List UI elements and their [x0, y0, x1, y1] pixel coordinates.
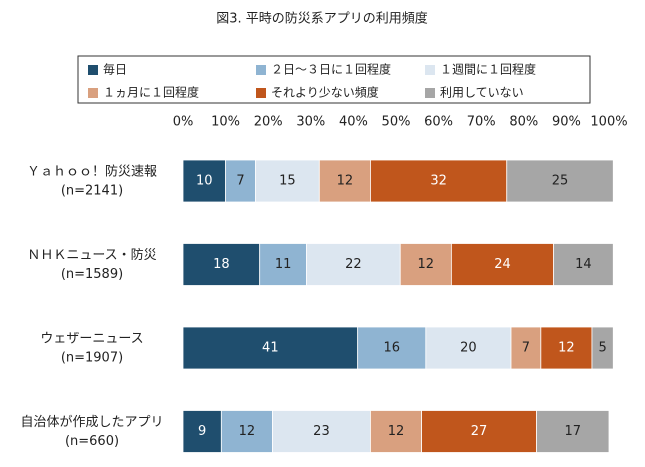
category-note: (n=1907)	[61, 351, 123, 366]
value-label: 23	[313, 424, 330, 439]
bar-segment	[306, 243, 401, 286]
legend-label: １週間に１回程度	[440, 62, 536, 77]
value-label: 12	[388, 424, 405, 439]
category-label: ウェザーニュース	[40, 332, 143, 347]
legend-label: １ヵ月に１回程度	[103, 85, 199, 100]
legend-swatch	[256, 65, 266, 75]
x-tick-label: 90%	[552, 115, 581, 130]
legend-swatch	[425, 88, 435, 98]
value-label: 9	[198, 424, 206, 439]
x-tick-label: 40%	[339, 115, 368, 130]
legend-swatch	[425, 65, 435, 75]
x-tick-label: 60%	[424, 115, 453, 130]
x-tick-label: 100%	[590, 115, 627, 130]
bar-segment	[225, 159, 256, 203]
legend-box	[77, 55, 591, 104]
value-label: 25	[552, 174, 569, 189]
value-label: 16	[383, 341, 400, 356]
bar-segment	[182, 243, 261, 286]
bar-segment	[370, 159, 508, 203]
bar-segment	[370, 410, 422, 453]
bar-segment	[425, 326, 512, 370]
bar-segment	[182, 159, 226, 203]
value-label: 11	[275, 257, 292, 272]
value-label: 7	[522, 341, 530, 356]
bar-segment	[259, 243, 307, 286]
value-label: 27	[471, 424, 488, 439]
bar-segment	[536, 410, 610, 453]
category-note: (n=660)	[65, 434, 119, 449]
bar-segment	[421, 410, 537, 453]
value-label: 18	[213, 257, 230, 272]
value-label: 12	[239, 424, 256, 439]
x-tick-label: 80%	[509, 115, 538, 130]
legend-label: それより少ない頻度	[271, 85, 379, 100]
category-label: 自治体が作成したアプリ	[20, 415, 163, 430]
bar-segment	[506, 159, 614, 203]
legend-swatch	[256, 88, 266, 98]
bar-segment	[510, 326, 542, 370]
x-tick-label: 70%	[467, 115, 496, 130]
value-label: 22	[345, 257, 362, 272]
value-label: 24	[494, 257, 511, 272]
bar-segment	[450, 243, 555, 286]
value-label: 14	[575, 257, 592, 272]
value-label: 7	[236, 174, 244, 189]
value-label: 41	[262, 341, 279, 356]
bar-segment	[255, 159, 320, 203]
value-label: 12	[418, 257, 435, 272]
category-note: (n=1589)	[61, 267, 123, 282]
legend-label: 利用していない	[440, 86, 524, 100]
category-note: (n=2141)	[61, 184, 123, 199]
value-label: 32	[430, 174, 447, 189]
x-tick-label: 0%	[173, 115, 194, 130]
bar-segment	[182, 410, 222, 453]
bar-segment	[540, 326, 593, 370]
value-label: 20	[460, 341, 477, 356]
category-label: ＮＨＫニュース・防災	[27, 247, 156, 263]
category-label: Ｙａｈｏｏ！防災速報	[27, 164, 157, 180]
value-label: 12	[558, 341, 575, 356]
chart-title: 図3. 平時の防災系アプリの利用頻度	[216, 11, 428, 27]
legend-swatch	[88, 65, 98, 75]
value-label: 15	[279, 174, 296, 189]
x-tick-label: 30%	[296, 115, 325, 130]
x-tick-label: 50%	[382, 115, 411, 130]
value-label: 17	[565, 424, 582, 439]
x-tick-label: 20%	[254, 115, 283, 130]
value-label: 10	[196, 174, 213, 189]
value-label: 12	[337, 174, 354, 189]
bar-segment	[318, 159, 371, 203]
bar-segment	[591, 326, 614, 370]
legend-label: ２日～３日に１回程度	[271, 62, 391, 77]
bar-segment	[553, 243, 614, 286]
bar-segment	[272, 410, 371, 453]
bar-segment	[182, 326, 359, 370]
x-tick-label: 10%	[211, 115, 240, 130]
value-label: 5	[598, 341, 606, 356]
legend-label: 毎日	[103, 62, 127, 77]
legend-swatch	[88, 88, 98, 98]
